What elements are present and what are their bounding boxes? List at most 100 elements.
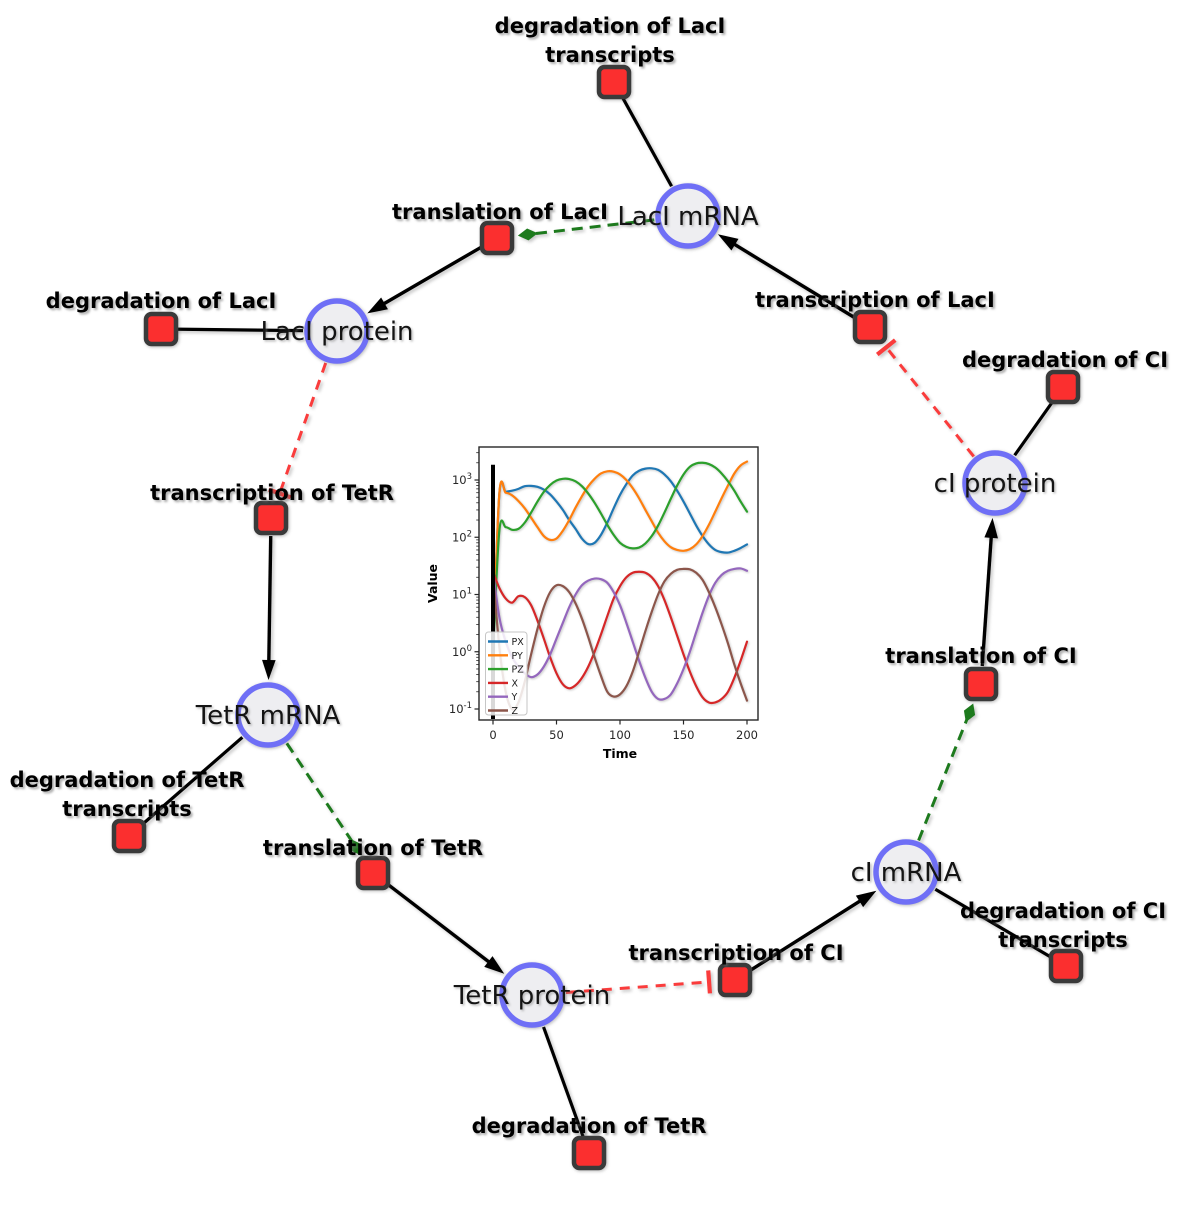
chart-y-tick-label: 10-1 bbox=[449, 701, 472, 716]
chart-line-Y bbox=[491, 567, 749, 701]
reaction-label-translation-ci: translation of CI bbox=[885, 644, 1076, 668]
edge-ci-mrna-to-translation-ci bbox=[917, 718, 969, 841]
chart-frame bbox=[478, 446, 759, 721]
species-label-tetr-protein: TetR protein bbox=[453, 981, 610, 1011]
edge-ci-mrna-to-translation-ci-diamond-head bbox=[963, 703, 976, 723]
node-layer bbox=[111, 64, 1084, 1171]
chart-y-tick-label: 102 bbox=[452, 529, 472, 544]
chart-legend: PX PY PZ XYZ bbox=[485, 631, 528, 717]
edge-translation-laci-to-laci-protein bbox=[376, 245, 483, 309]
reaction-node-deg-ci[interactable] bbox=[1045, 369, 1081, 405]
species-node-laci-protein[interactable] bbox=[304, 298, 370, 364]
chart-y-tick-label: 100 bbox=[452, 644, 472, 659]
reaction-node-translation-laci[interactable] bbox=[479, 220, 515, 256]
edge-translation-tetr-to-tetr-protein bbox=[386, 882, 496, 968]
edge-laci-mrna-to-deg-laci-transcripts bbox=[612, 81, 673, 188]
reaction-node-deg-tetr[interactable] bbox=[571, 1135, 607, 1171]
reaction-node-translation-tetr[interactable] bbox=[355, 855, 391, 891]
edge-translation-laci-to-laci-protein-arrowhead bbox=[367, 297, 388, 314]
reaction-label-transcription-tetr: transcription of TetR bbox=[150, 481, 394, 505]
chart-line-PZ bbox=[491, 461, 749, 653]
edge-laci-protein-to-deg-laci bbox=[160, 327, 304, 333]
species-node-ci-mrna[interactable] bbox=[873, 839, 939, 905]
species-label-tetr-mrna: TetR mRNA bbox=[195, 701, 341, 731]
edge-laci-protein-to-transcription-tetr-tbar-head bbox=[268, 487, 292, 500]
edge-tetr-mrna-to-translation-tetr bbox=[285, 742, 354, 843]
edge-tetr-mrna-to-deg-tetr-transcripts bbox=[127, 736, 244, 838]
chart-x-tick-label: 0 bbox=[489, 728, 496, 742]
reaction-label-deg-laci-transcripts: transcripts bbox=[545, 43, 675, 67]
reaction-label-deg-ci-transcripts: transcripts bbox=[998, 928, 1128, 952]
edge-laci-mrna-to-translation-laci bbox=[534, 218, 655, 236]
species-node-tetr-protein[interactable] bbox=[499, 962, 565, 1028]
edge-layer bbox=[127, 81, 1067, 1154]
edge-tetr-mrna-to-translation-tetr-diamond-head bbox=[350, 838, 362, 856]
legend-label-Y: Y bbox=[511, 692, 518, 703]
edge-ci-mrna-to-deg-ci-transcripts bbox=[934, 887, 1067, 968]
chart-x-tick-label: 50 bbox=[549, 728, 564, 742]
legend-label-Z: Z bbox=[512, 706, 519, 717]
reaction-label-transcription-laci: transcription of LacI bbox=[755, 288, 995, 312]
reaction-node-transcription-laci[interactable] bbox=[852, 309, 888, 345]
species-label-ci-mrna: cI mRNA bbox=[851, 858, 962, 888]
species-node-ci-protein[interactable] bbox=[962, 450, 1028, 516]
species-label-laci-mrna: LacI mRNA bbox=[617, 202, 758, 232]
reaction-label-deg-ci-transcripts: degradation of CI bbox=[960, 899, 1166, 923]
species-node-tetr-mrna[interactable] bbox=[235, 682, 301, 748]
reaction-label-translation-laci: translation of LacI bbox=[392, 200, 608, 224]
chart-x-tick-label: 150 bbox=[673, 728, 695, 742]
edge-tetr-protein-to-transcription-ci bbox=[565, 980, 710, 994]
reaction-node-deg-laci[interactable] bbox=[143, 311, 179, 347]
chart-series-layer bbox=[491, 460, 749, 711]
chart-ylabel: Value bbox=[425, 564, 440, 603]
edge-transcription-ci-to-ci-mrna-arrowhead bbox=[855, 890, 877, 908]
species-label-laci-protein: LacI protein bbox=[260, 317, 413, 347]
reaction-label-deg-tetr-transcripts: degradation of TetR bbox=[10, 768, 245, 792]
edge-tetr-protein-to-transcription-ci-tbar-head bbox=[706, 970, 713, 994]
edge-transcription-tetr-to-tetr-mrna bbox=[267, 535, 273, 669]
legend-label-PZ: PZ bbox=[512, 665, 525, 676]
chart-y-tick-label: 101 bbox=[452, 587, 472, 602]
reaction-label-deg-ci: degradation of CI bbox=[962, 348, 1168, 372]
chart-line-PX bbox=[491, 467, 749, 653]
species-label-ci-protein: cI protein bbox=[934, 469, 1057, 499]
edge-translation-ci-to-ci-protein-arrowhead bbox=[984, 517, 998, 539]
reaction-node-deg-tetr-transcripts[interactable] bbox=[111, 818, 147, 854]
reaction-node-transcription-ci[interactable] bbox=[717, 962, 753, 998]
reaction-node-deg-ci-transcripts[interactable] bbox=[1048, 948, 1084, 984]
reaction-node-translation-ci[interactable] bbox=[963, 666, 999, 702]
reaction-label-transcription-ci: transcription of CI bbox=[628, 941, 843, 965]
edge-transcription-ci-to-ci-mrna bbox=[749, 895, 868, 972]
edge-tetr-protein-to-deg-tetr bbox=[542, 1026, 591, 1154]
chart-line-Z bbox=[491, 567, 749, 711]
edge-transcription-laci-to-laci-mrna-arrowhead bbox=[717, 234, 739, 251]
reaction-label-deg-tetr-transcripts: transcripts bbox=[62, 797, 192, 821]
reaction-label-deg-laci: degradation of LacI bbox=[46, 289, 277, 313]
reaction-node-transcription-tetr[interactable] bbox=[253, 500, 289, 536]
label-layer: LacI mRNA LacI protein TetR mRNA TetR prote… bbox=[10, 14, 1168, 1138]
chart-xlabel: Time bbox=[603, 746, 637, 761]
timecourse-chart: PX PY PZ XYZ 0 50 100 150 200 10-1 100 101 102 103 Tim… bbox=[425, 446, 759, 761]
species-node-laci-mrna[interactable] bbox=[655, 183, 721, 249]
chart-legend-box bbox=[485, 631, 528, 716]
legend-label-X: X bbox=[512, 678, 519, 689]
legend-label-PY: PY bbox=[512, 651, 524, 662]
edge-translation-tetr-to-tetr-protein-arrowhead bbox=[484, 956, 505, 974]
edge-laci-protein-to-transcription-tetr bbox=[278, 362, 328, 494]
legend-label-PX: PX bbox=[512, 637, 525, 648]
chart-line-PY bbox=[491, 460, 749, 653]
edge-translation-ci-to-ci-protein bbox=[980, 529, 994, 667]
reaction-node-deg-laci-transcripts[interactable] bbox=[596, 64, 632, 100]
chart-y-tick-label: 103 bbox=[452, 472, 472, 487]
reaction-label-deg-tetr: degradation of TetR bbox=[472, 1114, 707, 1138]
chart-x-tick-label: 100 bbox=[609, 728, 631, 742]
edge-ci-protein-to-transcription-laci bbox=[885, 346, 975, 458]
reaction-label-deg-laci-transcripts: degradation of LacI bbox=[495, 14, 726, 38]
edge-laci-mrna-to-translation-laci-diamond-head bbox=[517, 228, 538, 241]
reaction-label-translation-tetr: translation of TetR bbox=[263, 836, 483, 860]
chart-x-tick-label: 200 bbox=[736, 728, 758, 742]
edge-transcription-tetr-to-tetr-mrna-arrowhead bbox=[262, 659, 276, 681]
chart-line-X bbox=[491, 570, 749, 705]
edge-transcription-laci-to-laci-mrna bbox=[727, 239, 856, 320]
